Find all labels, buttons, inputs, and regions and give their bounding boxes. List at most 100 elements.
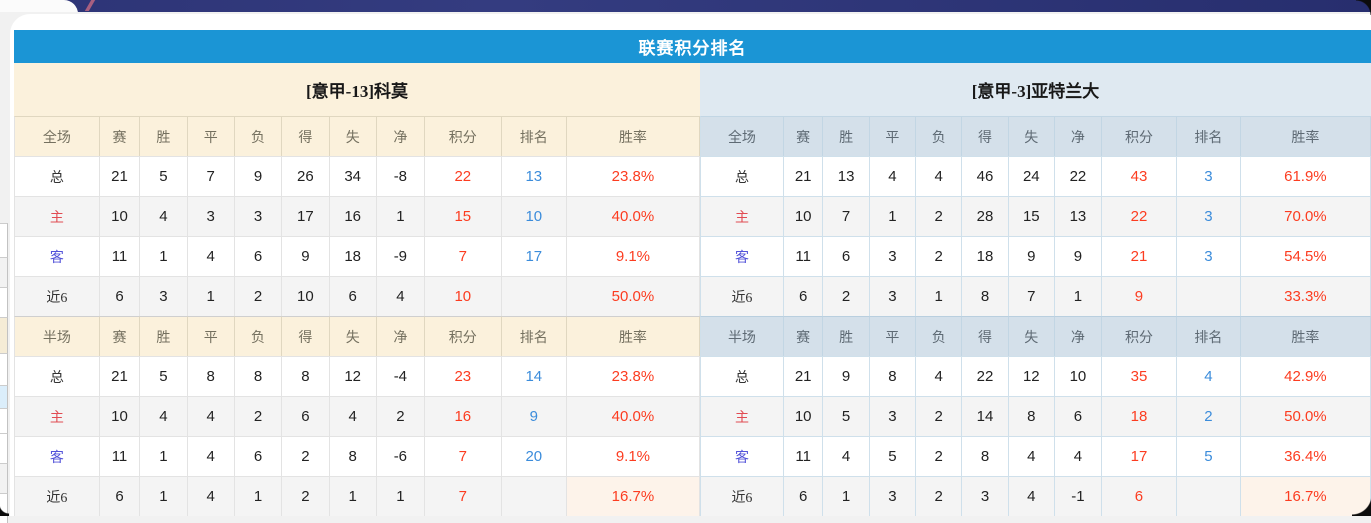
stat-cell: 9 bbox=[1054, 236, 1102, 276]
stat-cell: 6 bbox=[282, 396, 330, 436]
stat-cell: 8 bbox=[282, 356, 330, 396]
table-rows: 全场赛胜平负得失净积分 排名 胜率总 21 5 7 9 26 34 -8 22 13 23.8% 主 10 4… bbox=[14, 116, 700, 516]
scope-header: 半场 bbox=[700, 316, 784, 356]
rate-cell: 42.9% bbox=[1240, 356, 1371, 396]
stat-cell: 6 bbox=[99, 476, 141, 516]
stat-cell: 6 bbox=[823, 236, 870, 276]
stats-row: 总 21 5 8 8 8 12 -4 23 14 23.8% bbox=[14, 356, 700, 396]
rank-cell: 17 bbox=[501, 236, 567, 276]
clipped-cell bbox=[0, 257, 8, 287]
stat-cell: 21 bbox=[99, 356, 141, 396]
row-label: 客 bbox=[14, 236, 100, 276]
row-label: 近6 bbox=[14, 476, 100, 516]
rank-cell: 10 bbox=[501, 196, 567, 236]
rate-cell: 61.9% bbox=[1240, 156, 1371, 196]
rate-cell: 16.7% bbox=[566, 476, 700, 516]
stat-cell: 8 bbox=[187, 356, 235, 396]
stat-cell: 21 bbox=[783, 156, 824, 196]
column-header: 胜 bbox=[823, 116, 870, 156]
column-header: 得 bbox=[962, 116, 1009, 156]
column-header: 赛 bbox=[783, 116, 824, 156]
clipped-cell bbox=[0, 287, 8, 317]
team-table-left: [意甲-13]科莫 全场赛胜平负得失净积分 排名 胜率总 21 5 7 9 26 34 -8 22 1… bbox=[14, 63, 700, 516]
column-header: 平 bbox=[187, 316, 235, 356]
stats-row: 近6 6 1 4 1 2 1 1 7 16.7% bbox=[14, 476, 700, 516]
column-header: 平 bbox=[187, 116, 235, 156]
rate-cell: 40.0% bbox=[566, 196, 700, 236]
column-header: 排名 bbox=[501, 116, 567, 156]
window-corner-bottom-right bbox=[1352, 495, 1371, 516]
stat-cell: 3 bbox=[234, 196, 283, 236]
stat-cell: 10 bbox=[99, 396, 141, 436]
stat-cell: 5 bbox=[140, 156, 188, 196]
rank-cell: 9 bbox=[501, 396, 567, 436]
stat-cell: -9 bbox=[376, 236, 425, 276]
stat-cell: -1 bbox=[1054, 476, 1102, 516]
points-cell: 17 bbox=[1101, 436, 1178, 476]
stat-cell: -4 bbox=[376, 356, 425, 396]
stat-cell: 46 bbox=[962, 156, 1009, 196]
column-header: 得 bbox=[282, 116, 330, 156]
rate-cell: 50.0% bbox=[566, 276, 700, 316]
points-cell: 7 bbox=[424, 236, 502, 276]
rank-cell: 3 bbox=[1177, 236, 1241, 276]
stat-cell: 1 bbox=[140, 476, 188, 516]
column-header: 排名 bbox=[1177, 316, 1241, 356]
column-header: 积分 bbox=[424, 316, 502, 356]
column-header: 得 bbox=[282, 316, 330, 356]
team-header-left: [意甲-13]科莫 bbox=[14, 63, 700, 116]
column-header: 净 bbox=[1054, 116, 1102, 156]
team-comparison-tables: [意甲-13]科莫 全场赛胜平负得失净积分 排名 胜率总 21 5 7 9 26 34 -8 22 1… bbox=[14, 63, 1371, 516]
rate-cell: 50.0% bbox=[1240, 396, 1371, 436]
column-header: 净 bbox=[1054, 316, 1102, 356]
clipped-cell bbox=[0, 223, 8, 257]
stats-row: 主 10 5 3 2 14 8 6 18 2 50.0% bbox=[700, 396, 1371, 436]
stats-row: 近6 6 1 3 2 3 4 -1 6 16.7% bbox=[700, 476, 1371, 516]
stat-cell: 10 bbox=[783, 396, 824, 436]
column-header: 负 bbox=[234, 316, 283, 356]
clipped-cell bbox=[0, 433, 8, 463]
top-banner bbox=[30, 0, 1371, 12]
stat-cell: 2 bbox=[916, 476, 963, 516]
row-label: 主 bbox=[700, 196, 784, 236]
points-cell: 22 bbox=[424, 156, 502, 196]
stat-cell: 3 bbox=[869, 396, 917, 436]
rank-cell: 13 bbox=[501, 156, 567, 196]
stat-cell: -6 bbox=[376, 436, 425, 476]
stat-cell: 1 bbox=[869, 196, 917, 236]
column-header: 赛 bbox=[99, 316, 141, 356]
window-corner-bottom-left bbox=[0, 504, 9, 516]
stat-cell: 4 bbox=[140, 196, 188, 236]
stat-cell: 6 bbox=[783, 476, 824, 516]
scope-header: 全场 bbox=[14, 116, 100, 156]
column-header: 赛 bbox=[99, 116, 141, 156]
stat-cell: 4 bbox=[1008, 436, 1055, 476]
stat-cell: 17 bbox=[282, 196, 330, 236]
points-cell: 16 bbox=[424, 396, 502, 436]
column-header: 失 bbox=[1008, 316, 1055, 356]
section-title: 联赛积分排名 bbox=[14, 30, 1371, 63]
column-header: 胜 bbox=[140, 116, 188, 156]
stat-cell: 4 bbox=[869, 156, 917, 196]
stat-cell: 5 bbox=[823, 396, 870, 436]
stat-cell: 8 bbox=[962, 276, 1009, 316]
stat-cell: 4 bbox=[376, 276, 425, 316]
rank-cell: 5 bbox=[1177, 436, 1241, 476]
stat-cell: 26 bbox=[282, 156, 330, 196]
column-header: 胜 bbox=[823, 316, 870, 356]
rank-cell: 3 bbox=[1177, 196, 1241, 236]
column-header: 胜率 bbox=[1240, 116, 1371, 156]
points-cell: 18 bbox=[1101, 396, 1178, 436]
stat-cell: 1 bbox=[140, 436, 188, 476]
stat-cell: 2 bbox=[282, 436, 330, 476]
stat-cell: 6 bbox=[329, 276, 377, 316]
rank-cell bbox=[1177, 476, 1241, 516]
points-cell: 35 bbox=[1101, 356, 1178, 396]
stats-row: 主 10 4 4 2 6 4 2 16 9 40.0% bbox=[14, 396, 700, 436]
clipped-cell bbox=[0, 385, 8, 408]
column-header: 失 bbox=[329, 116, 377, 156]
team-table-right: [意甲-3]亚特兰大 全场赛胜平负得失净积分 排名 胜率总 21 13 4 4 46 24 22 4… bbox=[700, 63, 1371, 516]
rate-cell: 70.0% bbox=[1240, 196, 1371, 236]
column-header: 排名 bbox=[501, 316, 567, 356]
stats-row: 客 11 4 5 2 8 4 4 17 5 36.4% bbox=[700, 436, 1371, 476]
